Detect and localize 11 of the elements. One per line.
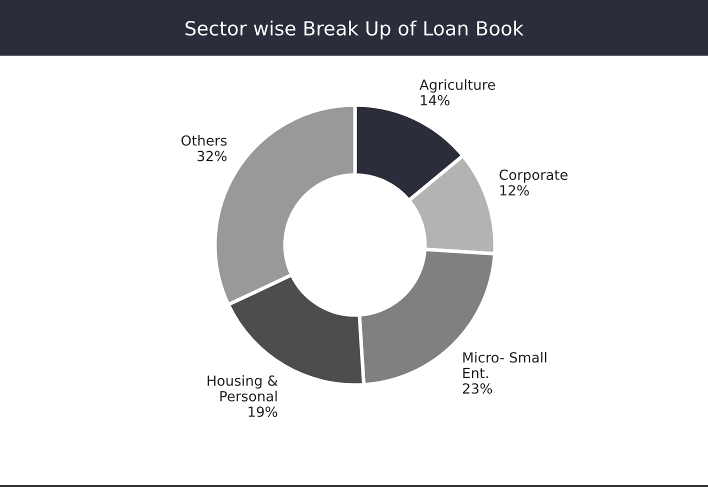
- data-label: 23%: [462, 383, 492, 394]
- slice-label: Agriculture: [419, 79, 496, 93]
- chart-title: Sector wise Break Up of Loan Book: [186, 20, 524, 40]
- data-label: 14%: [420, 94, 450, 106]
- slice-label: Housing & Personal: [208, 375, 278, 402]
- slice-label: Corporate: [500, 170, 568, 183]
- data-label: 32%: [198, 150, 227, 162]
- slice-label: Others: [181, 134, 227, 146]
- data-label: 12%: [500, 185, 529, 196]
- slice-label: Micro- Small Ent.: [463, 352, 546, 378]
- data-label: 19%: [248, 406, 278, 417]
